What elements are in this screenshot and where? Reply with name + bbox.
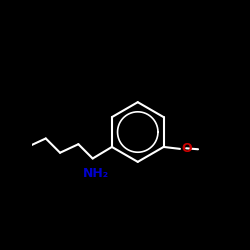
- Text: NH₂: NH₂: [82, 167, 108, 180]
- Text: O: O: [182, 142, 192, 155]
